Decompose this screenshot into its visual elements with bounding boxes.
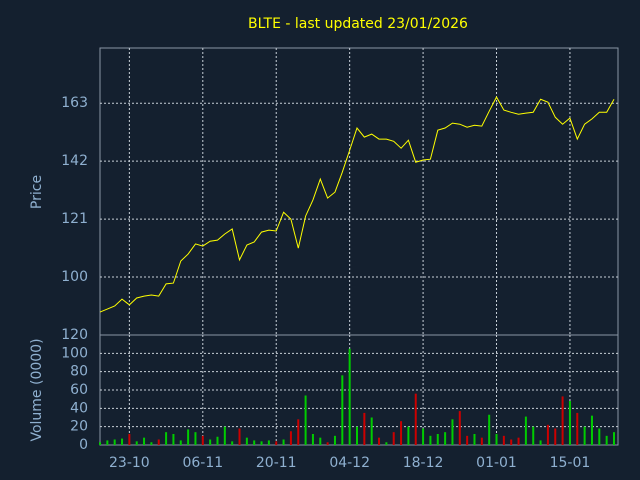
volume-bar <box>568 401 571 445</box>
volume-bar <box>99 442 101 445</box>
x-tick-label: 04-12 <box>329 455 370 471</box>
volume-bar <box>223 426 226 445</box>
volume-bar <box>121 438 124 445</box>
volume-bar <box>480 437 483 445</box>
volume-bar <box>436 434 439 445</box>
volume-bar <box>172 434 175 445</box>
volume-bar <box>539 440 542 445</box>
volume-bar <box>238 428 241 445</box>
price-line <box>99 96 615 313</box>
volume-bar <box>524 416 527 445</box>
volume-bar <box>333 435 336 445</box>
volume-bar <box>253 440 256 445</box>
y-tick-label: 100 <box>61 345 88 361</box>
volume-bar <box>267 440 270 445</box>
volume-bar <box>363 412 366 445</box>
volume-bar <box>216 436 219 445</box>
volume-bar <box>106 440 109 445</box>
x-tick-label: 15-01 <box>550 455 591 471</box>
x-tick-label: 18-12 <box>403 455 444 471</box>
volume-bar <box>385 442 388 445</box>
volume-bar <box>128 434 131 445</box>
volume-bar <box>444 432 447 445</box>
x-tick-label: 06-11 <box>182 455 223 471</box>
volume-bar <box>370 417 373 445</box>
volume-bar <box>510 439 513 445</box>
y-tick-label: 0 <box>79 437 88 453</box>
volume-bar <box>135 441 138 445</box>
chart-title: BLTE - last updated 23/01/2026 <box>248 16 468 32</box>
y-tick-label: 80 <box>70 364 88 380</box>
volume-bar <box>532 426 535 445</box>
y-tick-label: 60 <box>70 382 88 398</box>
volume-bar <box>414 393 417 445</box>
y-tick-label: 142 <box>61 153 88 169</box>
volume-bar <box>561 396 564 445</box>
volume-bar <box>143 437 146 445</box>
volume-bar <box>488 414 491 445</box>
volume-bar <box>576 412 579 445</box>
volume-bar <box>260 441 263 445</box>
volume-bar <box>201 435 204 445</box>
y-tick-label: 100 <box>61 269 88 285</box>
volume-bar <box>326 442 329 445</box>
x-tick-label: 01-01 <box>476 455 517 471</box>
volume-bar <box>157 439 160 445</box>
volume-bar <box>165 432 168 445</box>
volume-bar <box>304 395 307 445</box>
volume-bar <box>590 415 593 445</box>
volume-bar <box>473 434 476 445</box>
y-tick-label: 121 <box>61 211 88 227</box>
volume-bar <box>187 429 190 445</box>
y-tick-label: 120 <box>61 327 88 343</box>
volume-bar <box>451 419 454 445</box>
volume-bar <box>275 441 278 445</box>
y-tick-label: 40 <box>70 400 88 416</box>
volume-bar <box>282 439 285 445</box>
y-tick-label: 20 <box>70 419 88 435</box>
volume-bar <box>458 411 461 445</box>
volume-bar <box>378 437 381 445</box>
x-tick-label: 23-10 <box>109 455 150 471</box>
price-axis-label: Price <box>29 175 45 209</box>
volume-bar <box>546 424 549 445</box>
volume-bar <box>495 434 498 445</box>
volume-bar <box>407 426 410 445</box>
volume-bar <box>179 440 182 445</box>
volume-bar <box>517 437 520 445</box>
x-tick-label: 20-11 <box>256 455 297 471</box>
volume-bar <box>209 439 212 445</box>
volume-bar <box>341 375 344 445</box>
volume-bar <box>605 435 608 445</box>
volume-bar <box>297 419 300 445</box>
volume-bar <box>422 428 425 445</box>
volume-bar <box>583 426 586 445</box>
volume-bar <box>113 439 116 445</box>
volume-bar <box>231 441 234 445</box>
volume-bar <box>356 426 358 445</box>
volume-bar <box>319 437 322 445</box>
volume-bar <box>554 428 557 445</box>
volume-bar <box>466 435 469 445</box>
volume-bar <box>429 435 432 445</box>
y-tick-label: 163 <box>61 95 88 111</box>
volume-bar <box>613 432 615 445</box>
volume-bar <box>194 432 197 445</box>
volume-bar <box>348 348 351 445</box>
volume-bar <box>392 432 395 445</box>
volume-bar <box>311 434 314 445</box>
volume-axis-label: Volume (0000) <box>29 338 45 441</box>
volume-bar <box>598 428 601 445</box>
volume-bar <box>400 421 403 445</box>
volume-bar <box>289 431 292 445</box>
volume-bar <box>150 442 153 445</box>
volume-bar <box>245 437 248 445</box>
volume-bar <box>502 435 505 445</box>
